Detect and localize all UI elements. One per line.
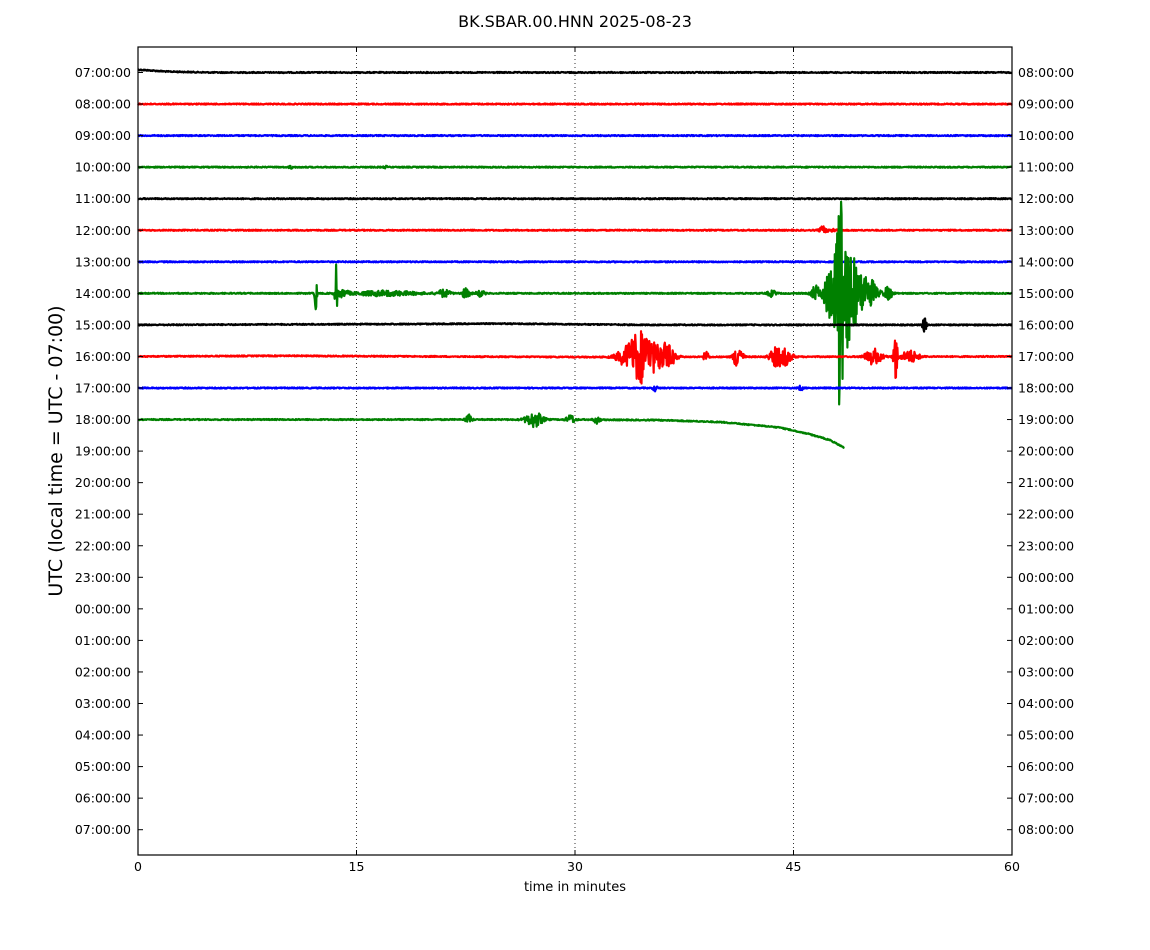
- y-tick-label-left: 09:00:00: [75, 128, 131, 143]
- y-tick-label-right: 23:00:00: [1018, 538, 1074, 553]
- y-tick-label-left: 01:00:00: [75, 633, 131, 648]
- y-tick-label-left: 06:00:00: [75, 791, 131, 806]
- y-tick-label-right: 13:00:00: [1018, 223, 1074, 238]
- y-tick-label-left: 17:00:00: [75, 381, 131, 396]
- y-tick-label-right: 01:00:00: [1018, 601, 1074, 616]
- y-axis-label: UTC (local time = UTC - 07:00): [45, 305, 67, 596]
- y-tick-label-left: 19:00:00: [75, 444, 131, 459]
- y-tick-label-left: 23:00:00: [75, 570, 131, 585]
- y-tick-label-left: 11:00:00: [75, 191, 131, 206]
- y-tick-label-right: 12:00:00: [1018, 191, 1074, 206]
- y-tick-label-right: 21:00:00: [1018, 475, 1074, 490]
- y-tick-label-right: 06:00:00: [1018, 759, 1074, 774]
- y-tick-label-right: 00:00:00: [1018, 570, 1074, 585]
- x-tick-label: 60: [1004, 859, 1020, 874]
- chart-title: BK.SBAR.00.HNN 2025-08-23: [458, 12, 692, 31]
- y-tick-label-left: 04:00:00: [75, 728, 131, 743]
- y-tick-label-left: 18:00:00: [75, 412, 131, 427]
- y-tick-label-right: 05:00:00: [1018, 728, 1074, 743]
- x-grid: [356, 47, 794, 855]
- y-axis-ticks-left: 07:00:00 08:00:00 09:00:00 10:00:00 11:00:00…: [75, 65, 143, 837]
- y-tick-label-right: 22:00:00: [1018, 507, 1074, 522]
- x-tick-label: 15: [349, 859, 365, 874]
- y-axis-ticks-right: 08:00:00 09:00:00 10:00:00 11:00:00 12:00:00…: [1007, 65, 1074, 837]
- traces: [137, 68, 1013, 449]
- y-tick-label-right: 17:00:00: [1018, 349, 1074, 364]
- y-tick-label-left: 14:00:00: [75, 286, 131, 301]
- y-tick-label-right: 08:00:00: [1018, 822, 1074, 837]
- y-tick-label-left: 03:00:00: [75, 696, 131, 711]
- x-axis-ticks: 0 15 30 45 60: [134, 47, 1020, 874]
- trace-12: [137, 225, 1013, 234]
- y-tick-label-right: 20:00:00: [1018, 444, 1074, 459]
- trace-15: [137, 317, 1013, 333]
- y-tick-label-left: 22:00:00: [75, 538, 131, 553]
- trace-13: [137, 260, 1013, 264]
- trace-09: [137, 133, 1013, 138]
- y-tick-label-right: 15:00:00: [1018, 286, 1074, 301]
- y-tick-label-left: 20:00:00: [75, 475, 131, 490]
- y-tick-label-left: 15:00:00: [75, 317, 131, 332]
- trace-11: [137, 197, 1013, 201]
- y-tick-label-right: 14:00:00: [1018, 254, 1074, 269]
- y-tick-label-right: 10:00:00: [1018, 128, 1074, 143]
- x-tick-label: 45: [786, 859, 802, 874]
- y-tick-label-left: 07:00:00: [75, 65, 131, 80]
- y-tick-label-left: 07:00:00: [75, 822, 131, 837]
- trace-08: [137, 102, 1013, 106]
- trace-14: [137, 200, 1013, 406]
- y-tick-label-right: 07:00:00: [1018, 791, 1074, 806]
- y-tick-label-left: 05:00:00: [75, 759, 131, 774]
- y-tick-label-right: 16:00:00: [1018, 317, 1074, 332]
- x-axis-label: time in minutes: [524, 880, 626, 895]
- x-tick-label: 0: [134, 859, 142, 874]
- y-tick-label-left: 16:00:00: [75, 349, 131, 364]
- trace-18: [137, 412, 846, 449]
- y-tick-label-left: 00:00:00: [75, 601, 131, 616]
- y-tick-label-right: 03:00:00: [1018, 664, 1074, 679]
- y-tick-label-right: 02:00:00: [1018, 633, 1074, 648]
- trace-07: [137, 68, 1013, 75]
- y-tick-label-right: 18:00:00: [1018, 381, 1074, 396]
- y-tick-label-right: 09:00:00: [1018, 97, 1074, 112]
- trace-10: [137, 164, 1013, 170]
- y-tick-label-right: 11:00:00: [1018, 160, 1074, 175]
- y-tick-label-left: 21:00:00: [75, 507, 131, 522]
- y-tick-label-left: 08:00:00: [75, 97, 131, 112]
- x-tick-label: 30: [567, 859, 583, 874]
- y-tick-label-right: 19:00:00: [1018, 412, 1074, 427]
- y-tick-label-left: 02:00:00: [75, 664, 131, 679]
- y-tick-label-right: 04:00:00: [1018, 696, 1074, 711]
- y-tick-label-left: 13:00:00: [75, 254, 131, 269]
- y-tick-label-left: 12:00:00: [75, 223, 131, 238]
- y-tick-label-left: 10:00:00: [75, 160, 131, 175]
- trace-17: [137, 384, 1013, 393]
- y-tick-label-right: 08:00:00: [1018, 65, 1074, 80]
- trace-16: [137, 330, 1013, 385]
